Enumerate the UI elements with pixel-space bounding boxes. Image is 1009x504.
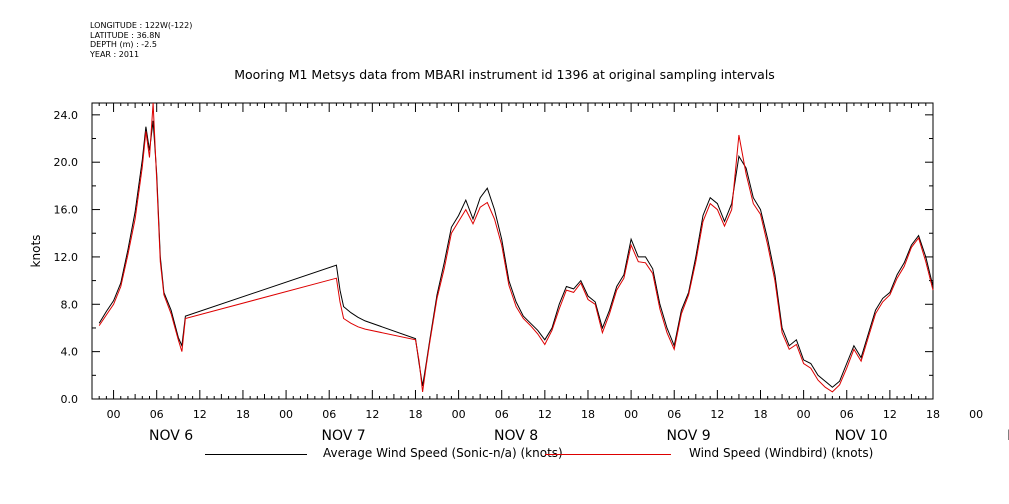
x-tick-label: 00 [624,408,638,421]
y-axis-label: knots [29,235,43,268]
y-tick-label: 24.0 [54,109,79,122]
legend-label-black: Average Wind Speed (Sonic-n/a) (knots) [323,446,563,460]
x-tick-label: 06 [150,408,164,421]
x-tick-label: 06 [322,408,336,421]
y-tick-label: 8.0 [61,298,79,311]
legend: Average Wind Speed (Sonic-n/a) (knots) W… [0,446,1009,466]
x-tick-label: 00 [797,408,811,421]
y-tick-label: 4.0 [61,346,79,359]
chart-title: Mooring M1 Metsys data from MBARI instru… [234,67,775,82]
longitude-label: LONGITUDE : 122W(-122) [90,21,193,30]
x-tick-label: 18 [926,408,940,421]
x-tick-label: 00 [452,408,466,421]
x-day-label: NOV 6 [149,428,193,444]
x-tick-label: 18 [581,408,595,421]
x-tick-label: 06 [840,408,854,421]
x-tick-label: 00 [107,408,121,421]
x-day-label: NOV 8 [494,428,538,444]
series-line-windbird-speed [98,102,934,393]
depth-label: DEPTH (m) : -2.5 [90,40,157,49]
year-label: YEAR : 2011 [90,49,140,59]
x-tick-label: 00 [279,408,293,421]
x-day-label: NOV 9 [667,428,711,444]
legend-swatch-red [545,454,671,455]
x-tick-label: 06 [495,408,509,421]
x-day-label: NOV 10 [835,428,888,444]
y-tick-label: 12.0 [54,251,79,264]
latitude-label: LATITUDE : 36.8N [90,30,161,40]
x-tick-label: 12 [193,408,207,421]
x-day-label: NOV 7 [321,428,365,444]
x-tick-label: 12 [538,408,552,421]
x-tick-label: 18 [408,408,422,421]
x-tick-label: 06 [667,408,681,421]
plot-frame [91,102,934,400]
legend-label-red: Wind Speed (Windbird) (knots) [689,446,874,460]
metadata-block: LONGITUDE : 122W(-122) LATITUDE : 36.8N … [90,21,192,59]
x-tick-label: 18 [753,408,767,421]
x-tick-label: 12 [365,408,379,421]
series-line-average-wind-speed [98,120,934,388]
x-tick-label: 12 [883,408,897,421]
y-tick-label: 0.0 [61,393,79,406]
y-tick-label: 20.0 [54,156,79,169]
x-tick-label: 18 [236,408,250,421]
x-tick-label: 00 [969,408,983,421]
x-tick-label: 12 [710,408,724,421]
y-tick-label: 16.0 [54,204,79,217]
legend-swatch-black [205,454,307,455]
x-day-label: NOV 11 [1007,428,1009,444]
